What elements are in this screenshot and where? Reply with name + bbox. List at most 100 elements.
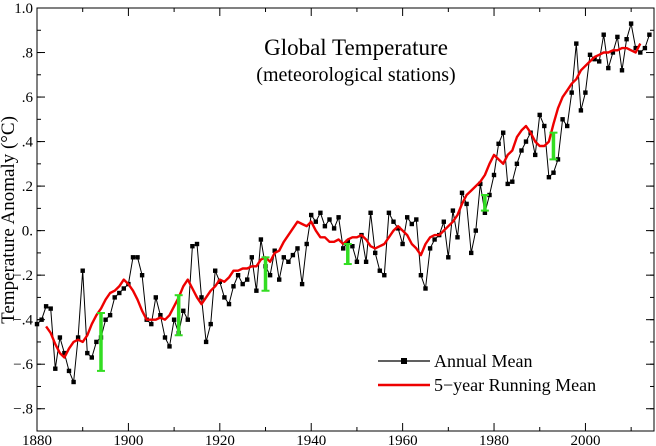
annual-mean-point [514, 161, 520, 166]
annual-mean-point [62, 350, 67, 356]
annual-mean-point [85, 350, 90, 356]
annual-mean-point [624, 37, 629, 42]
annual-mean-point [587, 52, 593, 57]
annual-mean-point [427, 246, 433, 251]
tick-labels: 1.0 .8 .6 .4 .2 0. −.2 −.4 −.6 −.8 1880 1900 1920 194… [13, 1, 600, 446]
annual-mean-point [149, 321, 154, 327]
annual-mean-point [638, 50, 643, 55]
annual-mean-point [574, 41, 579, 46]
annual-mean-point [57, 335, 63, 340]
annual-mean-point [546, 175, 552, 180]
annual-mean-point [208, 321, 213, 327]
annual-mean-point [299, 281, 305, 287]
annual-mean-point [240, 281, 245, 287]
annual-mean-point [190, 244, 195, 249]
annual-mean-point [450, 208, 456, 213]
x-tick-label: 1940 [296, 433, 326, 446]
x-tick-label: 2000 [570, 433, 600, 446]
annual-mean-point [619, 68, 625, 73]
y-tick-label: 1.0 [14, 1, 33, 17]
annual-mean-point [94, 339, 99, 345]
annual-mean-point [203, 339, 209, 345]
annual-mean-point [277, 277, 282, 282]
annual-mean-point [158, 313, 163, 318]
annual-mean-point [153, 295, 158, 300]
annual-mean-point [423, 286, 428, 291]
x-tick-label: 1900 [113, 433, 143, 446]
annual-mean-point [249, 255, 254, 260]
annual-mean-point [185, 317, 190, 322]
annual-mean-point [446, 255, 451, 260]
annual-mean-point [610, 50, 616, 55]
annual-mean-point [322, 224, 328, 229]
annual-mean-point [350, 244, 355, 249]
annual-mean-point [473, 228, 478, 233]
annual-mean-point [597, 59, 602, 64]
annual-mean-point [226, 301, 232, 307]
annual-mean-point [533, 152, 538, 158]
annual-mean-point [304, 241, 309, 247]
annual-mean-point [496, 141, 501, 146]
annual-mean-series [34, 21, 652, 385]
running-mean-line [45, 43, 642, 359]
annual-mean-point [368, 210, 373, 215]
error-bar [480, 194, 489, 212]
annual-mean-point [103, 317, 108, 322]
annual-mean-point [135, 255, 140, 260]
y-tick-label: −.8 [13, 402, 33, 418]
annual-mean-point [382, 273, 387, 278]
annual-mean-point [39, 317, 44, 322]
annual-mean-point [66, 368, 72, 374]
annual-mean-point [459, 190, 465, 195]
annual-mean-point [222, 295, 227, 300]
annual-mean-point [565, 123, 570, 129]
annual-mean-point [213, 268, 218, 273]
annual-mean-point [523, 139, 529, 144]
annual-mean-point [537, 112, 542, 118]
annual-mean-point [313, 219, 318, 224]
annual-mean-point [267, 273, 273, 278]
annual-mean-point [592, 57, 597, 62]
running-mean-series [45, 43, 642, 359]
annual-mean-point [341, 246, 346, 251]
annual-mean-point [162, 335, 168, 340]
annual-mean-point [194, 241, 200, 247]
annual-mean-point [363, 259, 369, 264]
annual-mean-point [43, 304, 49, 309]
annual-mean-point [601, 32, 606, 37]
y-tick-label: .6 [22, 90, 34, 106]
annual-mean-point [501, 130, 506, 135]
annual-mean-point [377, 268, 382, 273]
x-tick-label: 1980 [479, 433, 509, 446]
annual-mean-point [272, 248, 277, 253]
chart-title: Global Temperature [264, 35, 448, 60]
annual-mean-point [231, 284, 236, 289]
error-bar [174, 294, 183, 337]
annual-mean-point [391, 219, 396, 224]
annual-mean-point [441, 219, 446, 224]
annual-mean-point [615, 34, 620, 40]
annual-mean-point [405, 215, 410, 220]
x-tick-label: 1880 [22, 433, 52, 446]
annual-mean-point [281, 255, 286, 260]
annual-mean-point [542, 123, 547, 129]
annual-mean-point [418, 273, 424, 278]
annual-mean-point [569, 90, 574, 95]
annual-mean-point [395, 226, 401, 231]
annual-mean-point [373, 250, 378, 256]
annual-mean-point [217, 279, 222, 284]
annual-mean-point [235, 273, 241, 278]
annual-mean-point [112, 295, 117, 300]
annual-mean-point [551, 170, 556, 175]
y-tick-label: −.2 [13, 268, 33, 284]
annual-mean-point [254, 288, 259, 293]
error-bar [549, 131, 558, 161]
annual-mean-point [642, 45, 648, 51]
legend: Annual Mean 5−year Running Mean [378, 351, 596, 395]
annual-mean-point [519, 148, 524, 153]
plot-frame [36, 7, 655, 432]
y-tick-label: .8 [22, 46, 33, 62]
annual-mean-point [181, 308, 186, 313]
x-tick-label: 1920 [205, 433, 235, 446]
